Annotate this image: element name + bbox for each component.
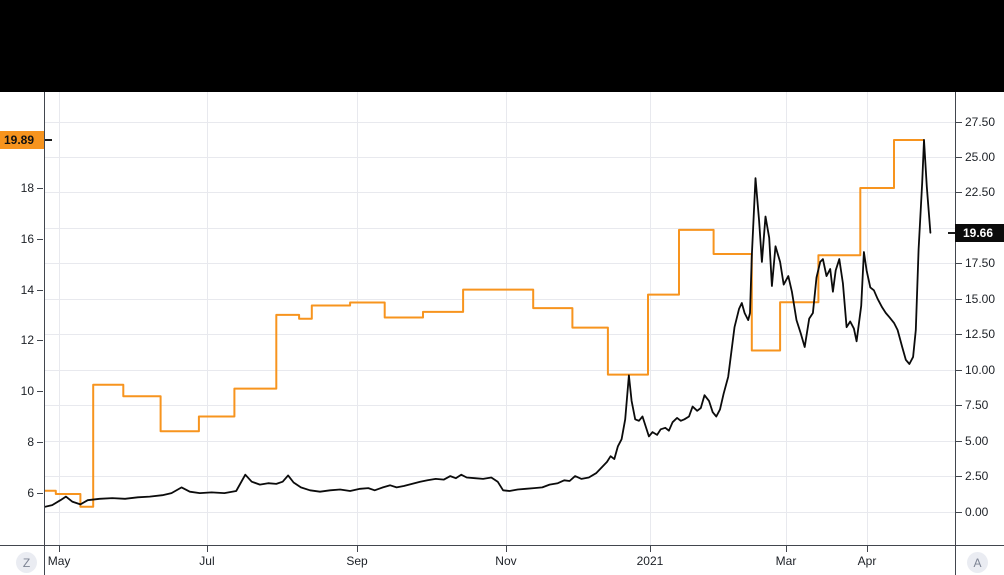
left-axis-tick [37,187,43,189]
time-axis-tick [866,546,868,552]
left-axis-tick-label: 10 [20,384,34,399]
top-black-bar [0,0,1004,92]
autoscale-button-label: A [973,555,982,570]
right-price-axis[interactable]: 27.50 25.00 22.50 17.50 15.00 12.50 10.00 7.50 5… [955,92,1004,545]
right-axis-tick-label: 22.50 [965,185,996,200]
time-axis-tick-label: Mar [775,554,797,568]
time-axis-tick-label: Sep [346,554,368,568]
orange-last-price-value: 19.89 [3,132,34,147]
right-axis-tick-label: 0.00 [965,504,989,519]
left-axis-tick [37,441,43,443]
right-axis-tick-label: 27.50 [965,114,996,129]
left-axis-tick-label: 18 [20,180,34,195]
right-axis-tick [956,263,962,265]
right-axis-tick-label: 10.00 [965,362,996,377]
right-axis-tick-label: 25.00 [965,149,996,164]
time-axis-tick [357,546,359,552]
time-axis-tick [505,546,507,552]
right-axis-tick [956,298,962,300]
right-axis-tick [956,121,962,123]
left-axis-tick-label: 16 [20,231,34,246]
black-last-price-label: 19.66 [955,223,1004,242]
left-axis-tick [37,340,43,342]
time-axis-tick [206,546,208,552]
left-axis-tick [37,492,43,494]
right-axis-tick [956,192,962,194]
right-axis-tick [956,405,962,407]
left-axis-tick [37,391,43,393]
right-axis-tick-label: 15.00 [965,291,996,306]
right-axis-tick [956,440,962,442]
right-axis-tick-label: 17.50 [965,256,996,271]
right-axis-tick-label: 2.50 [965,469,989,484]
right-axis-tick [956,369,962,371]
time-axis-tick-label: May [47,554,71,568]
left-axis-tick [37,238,43,240]
black-line-series [44,139,932,508]
autoscale-button[interactable]: A [967,552,988,573]
right-axis-tick [956,476,962,478]
time-axis-tick [59,546,61,552]
right-axis-tick-label: 12.50 [965,327,996,342]
time-axis-tick-label: 2021 [636,554,664,568]
left-price-axis[interactable]: 18 16 14 12 10 8 6 [0,92,44,545]
left-axis-tick [37,289,43,291]
right-axis-tick [956,511,962,513]
left-axis-tick-label: 6 [27,485,34,500]
time-axis-tick-label: Apr [857,554,877,568]
time-axis[interactable]: May Jul Sep Nov 2021 Mar Apr [0,545,1004,575]
left-axis-border [44,92,45,575]
left-axis-tick-label: 8 [27,434,34,449]
right-axis-tick [956,156,962,158]
left-axis-tick-label: 14 [20,282,34,297]
chart-canvas[interactable] [44,92,955,545]
time-axis-tick [786,546,787,552]
time-axis-tick [649,546,651,552]
timezone-button[interactable]: Z [16,552,37,573]
black-last-price-value: 19.66 [963,225,994,240]
timezone-button-label: Z [22,555,31,570]
orange-price-tick [45,138,52,141]
time-axis-tick-label: Nov [495,554,517,568]
chart-plot-area[interactable] [44,92,955,545]
left-axis-tick-label: 12 [20,333,34,348]
right-axis-border [955,92,956,575]
orange-last-price-label: 19.89 [0,130,44,149]
black-price-tick [948,231,955,234]
right-axis-tick [956,334,962,336]
time-axis-tick-label: Jul [199,554,215,568]
orange-step-series [44,139,925,508]
right-axis-tick-label: 7.50 [965,398,989,413]
right-axis-tick-label: 5.00 [965,433,989,448]
